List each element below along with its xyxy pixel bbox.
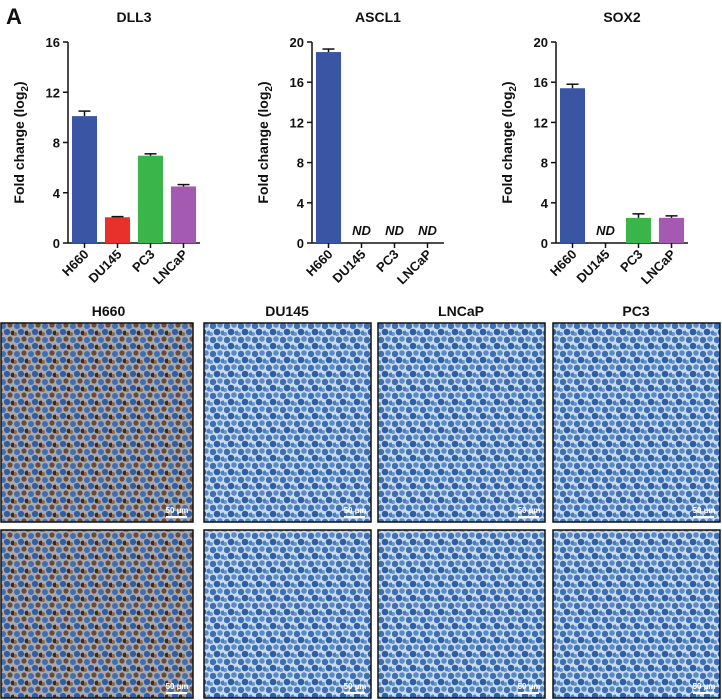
y-axis-label: Fold change (log2) bbox=[499, 81, 519, 203]
y-tick-label: 20 bbox=[534, 35, 548, 50]
scale-bar-label: 50 µm bbox=[693, 682, 716, 691]
y-tick-label: 4 bbox=[297, 196, 305, 211]
x-tick-label: PC3 bbox=[373, 247, 401, 275]
y-tick-label: 12 bbox=[290, 115, 304, 130]
bar bbox=[559, 88, 586, 243]
x-tick-label: PC3 bbox=[129, 247, 157, 275]
value-label: ND bbox=[418, 223, 437, 238]
y-tick-label: 0 bbox=[53, 236, 60, 251]
y-axis-label: Fold change (log2) bbox=[11, 81, 31, 203]
bar bbox=[170, 186, 197, 243]
y-axis-label-sub: 2 bbox=[264, 86, 275, 92]
y-axis-label-text: Fold change (log bbox=[499, 92, 515, 204]
scale-bar-label: 50 µm bbox=[344, 682, 367, 691]
y-tick-label: 8 bbox=[53, 136, 60, 151]
ihc-image bbox=[0, 529, 194, 699]
scale-bar-label: 50 µm bbox=[518, 506, 541, 515]
bar bbox=[315, 52, 342, 243]
bar bbox=[104, 217, 131, 243]
scale-bar-label: 50 µm bbox=[693, 506, 716, 515]
chart-title: DLL3 bbox=[117, 9, 152, 25]
value-label: ND bbox=[352, 223, 371, 238]
y-tick-label: 12 bbox=[46, 85, 60, 100]
panel-label: A bbox=[6, 4, 22, 29]
y-axis-label-text: Fold change (log bbox=[255, 92, 271, 204]
ihc-image bbox=[377, 322, 546, 523]
y-tick-label: 0 bbox=[541, 236, 548, 251]
column-header: LNCaP bbox=[438, 303, 484, 319]
ihc-image bbox=[0, 322, 194, 523]
ihc-image bbox=[203, 529, 372, 699]
chart-title: SOX2 bbox=[603, 9, 641, 25]
y-axis-label-end: ) bbox=[499, 81, 515, 86]
ihc-image bbox=[377, 529, 546, 699]
y-tick-label: 16 bbox=[46, 35, 60, 50]
scale-bar-label: 50 µm bbox=[166, 506, 189, 515]
y-tick-label: 20 bbox=[290, 35, 304, 50]
y-tick-label: 0 bbox=[297, 236, 304, 251]
y-tick-label: 8 bbox=[541, 156, 548, 171]
bar bbox=[71, 116, 98, 243]
scale-bar-label: 50 µm bbox=[518, 682, 541, 691]
x-tick-label: DU145 bbox=[329, 247, 368, 286]
value-label: ND bbox=[596, 223, 615, 238]
ihc-image bbox=[552, 322, 721, 523]
y-tick-label: 16 bbox=[534, 75, 548, 90]
y-tick-label: 4 bbox=[541, 196, 549, 211]
bar bbox=[625, 217, 652, 243]
ihc-image bbox=[203, 322, 372, 523]
bar bbox=[137, 155, 164, 243]
chart-title: ASCL1 bbox=[355, 9, 401, 25]
x-tick-label: LNCaP bbox=[394, 246, 435, 287]
x-tick-label: LNCaP bbox=[150, 246, 191, 287]
y-tick-label: 16 bbox=[290, 75, 304, 90]
y-axis-label-text: Fold change (log bbox=[11, 92, 27, 204]
y-axis-label-end: ) bbox=[255, 81, 271, 86]
y-axis-label-sub: 2 bbox=[508, 86, 519, 92]
column-header: DU145 bbox=[265, 303, 309, 319]
y-tick-label: 8 bbox=[297, 156, 304, 171]
y-tick-label: 12 bbox=[534, 115, 548, 130]
column-header: H660 bbox=[92, 303, 126, 319]
value-label: ND bbox=[385, 223, 404, 238]
y-tick-label: 4 bbox=[53, 186, 61, 201]
y-axis-label: Fold change (log2) bbox=[255, 81, 275, 203]
column-header: PC3 bbox=[622, 303, 649, 319]
x-tick-label: DU145 bbox=[573, 247, 612, 286]
x-tick-label: DU145 bbox=[85, 247, 124, 286]
y-axis-label-sub: 2 bbox=[20, 86, 31, 92]
scale-bar-label: 50 µm bbox=[344, 506, 367, 515]
ihc-image bbox=[552, 529, 721, 699]
x-tick-label: PC3 bbox=[617, 247, 645, 275]
x-tick-label: LNCaP bbox=[638, 246, 679, 287]
bar bbox=[658, 217, 685, 243]
y-axis-label-end: ) bbox=[11, 81, 27, 86]
scale-bar-label: 50 µm bbox=[166, 682, 189, 691]
